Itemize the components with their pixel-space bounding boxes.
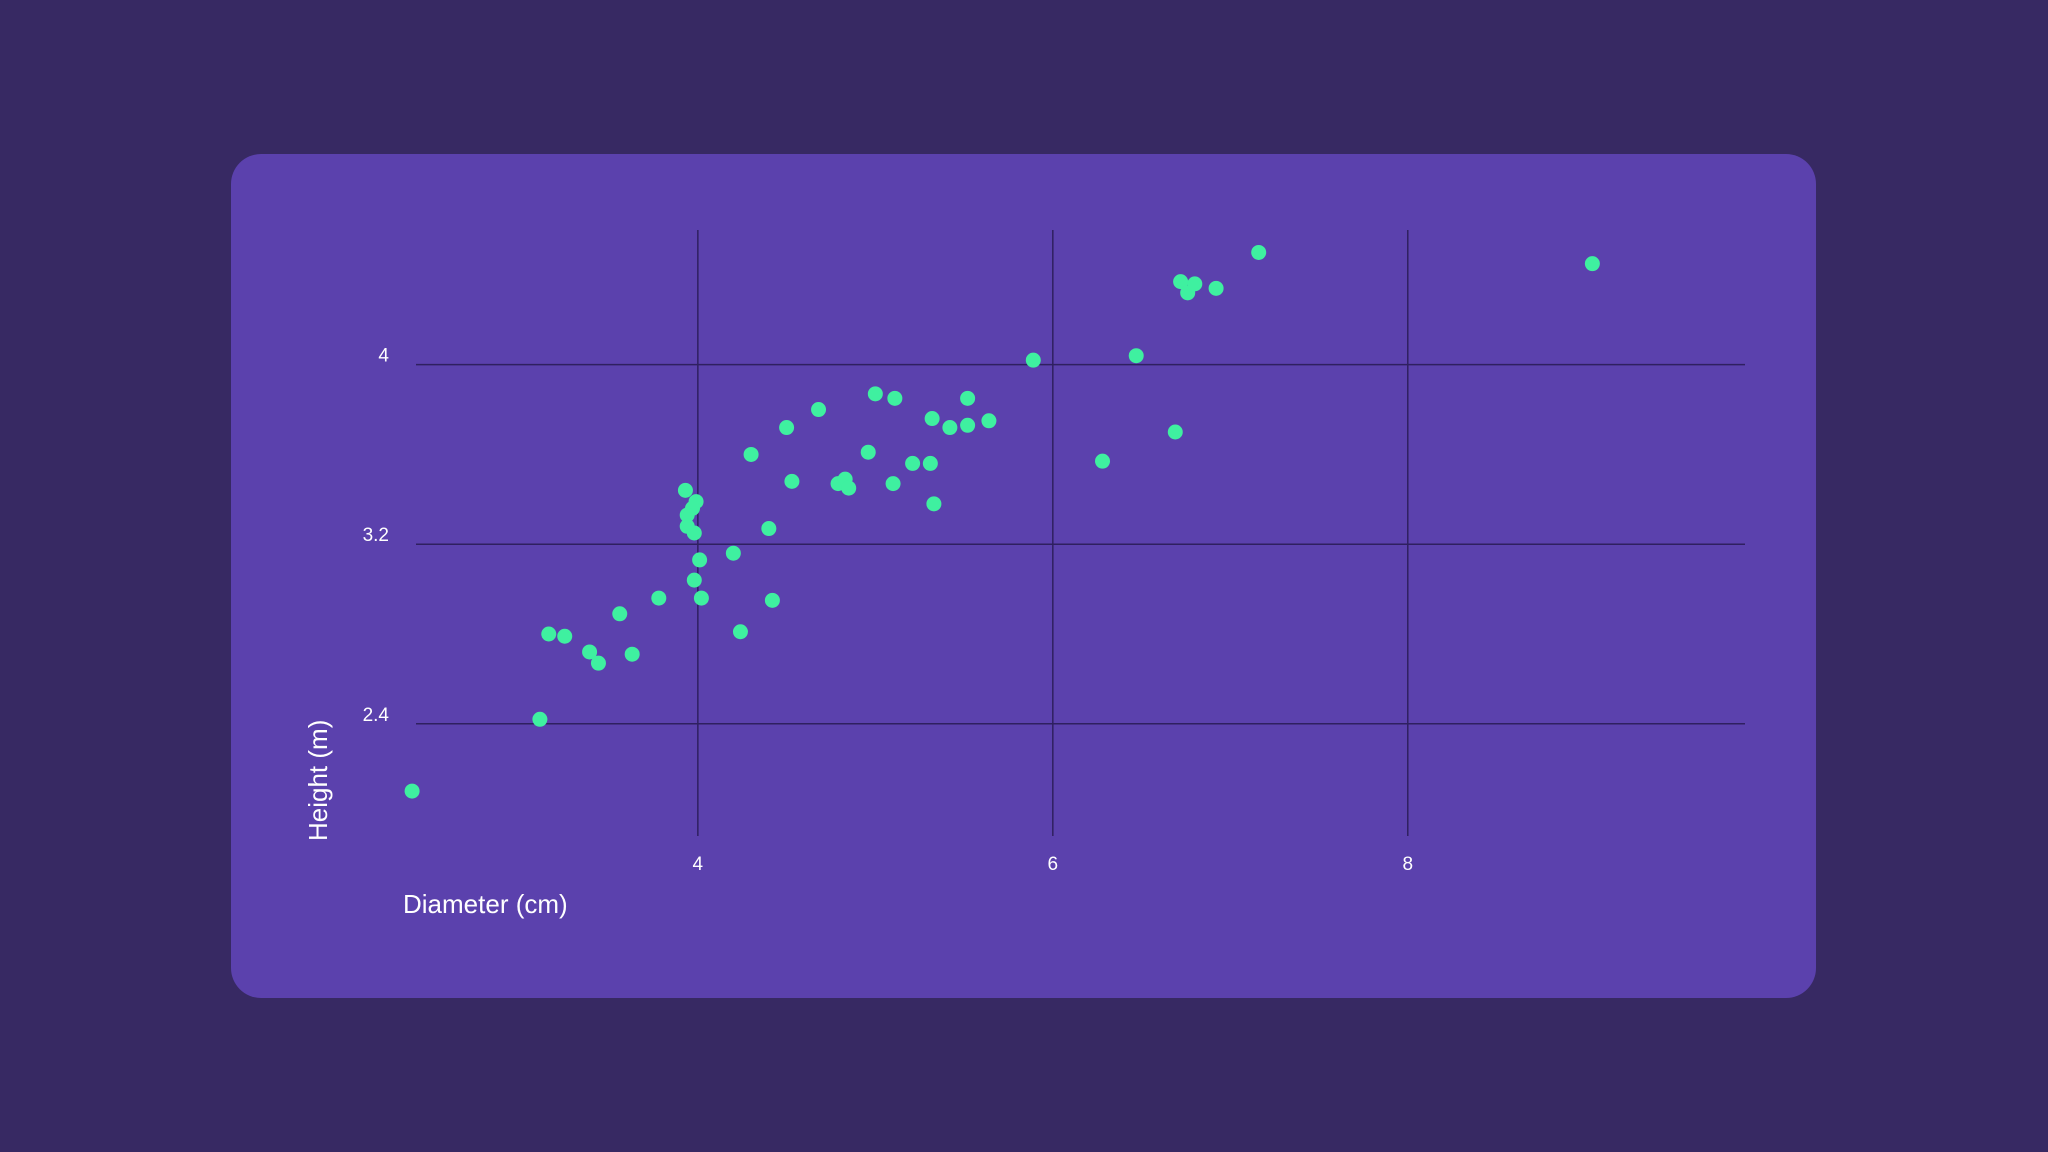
data-point [582,644,598,660]
data-point [922,455,938,471]
data-point [1167,424,1183,440]
data-point [1584,256,1600,272]
data-point [404,783,420,799]
y-tick-label: 3.2 [363,525,389,546]
data-point [692,552,708,568]
y-tick-label: 4 [378,346,389,367]
data-point [1251,244,1267,260]
data-point [693,590,709,606]
data-point [624,646,640,662]
data-point [942,420,958,436]
data-point [532,711,548,727]
data-point [764,592,780,608]
y-tick-label: 2.4 [363,705,390,726]
data-point [1208,280,1224,296]
data-point [779,420,795,436]
data-point [1095,453,1111,469]
data-point [885,476,901,492]
data-point [926,496,942,512]
grid-lines [416,230,1745,836]
tick-labels: 4 6 8 2.4 3.2 4 [363,346,1413,875]
data-point [905,455,921,471]
data-point [679,507,695,523]
data-point [557,628,573,644]
data-point [1128,348,1144,364]
data-point [860,444,876,460]
data-point [686,572,702,588]
x-tick-label: 8 [1402,854,1413,875]
data-point [651,590,667,606]
x-tick-label: 4 [693,854,704,875]
data-point [590,655,606,671]
data-point [960,390,976,406]
data-point [686,525,702,541]
data-point [1187,276,1203,292]
scatter-plot: 4 6 8 2.4 3.2 4 Diameter (cm) Height (m) [303,230,1745,919]
data-point [867,386,883,402]
data-point [761,521,777,537]
data-point [981,413,997,429]
data-point [960,417,976,433]
data-point [743,446,759,462]
chart-card: 4 6 8 2.4 3.2 4 Diameter (cm) Height (m) [231,154,1816,998]
data-point [784,473,800,489]
data-point [541,626,557,642]
data-point [841,480,857,496]
data-point [924,411,940,427]
data-point [1173,274,1189,290]
x-axis-title: Diameter (cm) [403,889,568,919]
data-point [725,545,741,561]
data-point [887,390,903,406]
data-point [677,482,693,498]
data-points [404,244,1600,799]
data-point [811,402,827,418]
data-point [732,624,748,640]
data-point [612,606,628,622]
y-axis-title: Height (m) [303,720,333,841]
x-tick-label: 6 [1048,854,1059,875]
data-point [1025,352,1041,368]
